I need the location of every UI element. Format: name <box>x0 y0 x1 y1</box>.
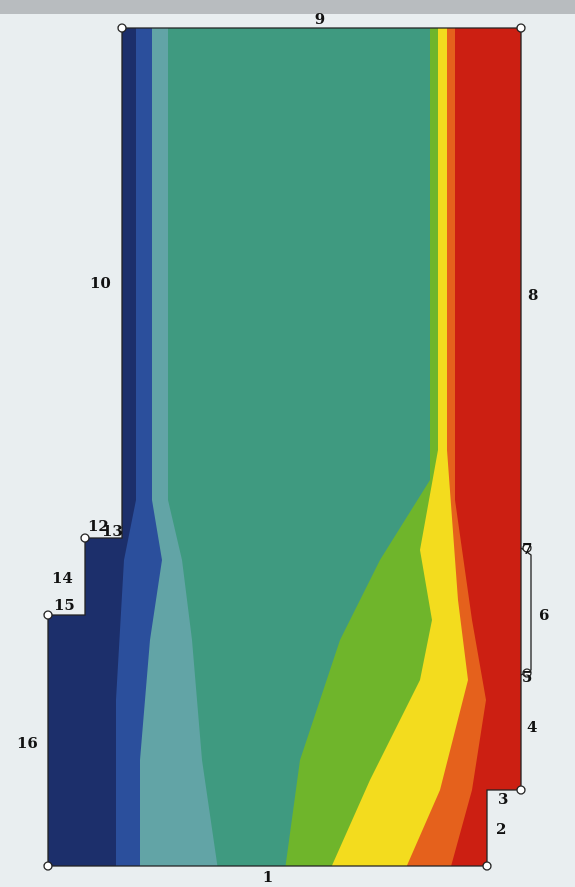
boundary-bump <box>521 548 531 675</box>
page: 1 2 3 4 5 6 7 8 9 10 12 13 14 15 16 (() … <box>0 0 575 883</box>
edge-label: 7 <box>522 540 532 558</box>
contour-field <box>0 20 540 880</box>
edge-label: 16 <box>17 734 38 752</box>
edge-label: 6 <box>539 606 549 624</box>
edge-label: 14 <box>52 569 73 587</box>
field-plot: 1 2 3 4 5 6 7 8 9 10 12 13 14 15 16 <box>0 0 575 883</box>
edge-label: 4 <box>527 718 537 736</box>
edge-label: 13 <box>102 522 123 540</box>
vertex <box>517 786 525 794</box>
edge-label: 2 <box>496 820 506 838</box>
edge-label: 15 <box>54 596 75 614</box>
vertex <box>44 862 52 870</box>
vertex <box>517 24 525 32</box>
edge-label: 1 <box>263 868 273 883</box>
edge-label: 3 <box>498 790 508 808</box>
vertex <box>483 862 491 870</box>
vertex <box>81 534 89 542</box>
edge-label: 5 <box>522 668 532 686</box>
edge-label: 8 <box>528 286 538 304</box>
edge-label: 10 <box>90 274 111 292</box>
top-strip <box>0 0 575 14</box>
edge-label: 9 <box>315 10 325 28</box>
vertex <box>44 611 52 619</box>
vertex <box>118 24 126 32</box>
